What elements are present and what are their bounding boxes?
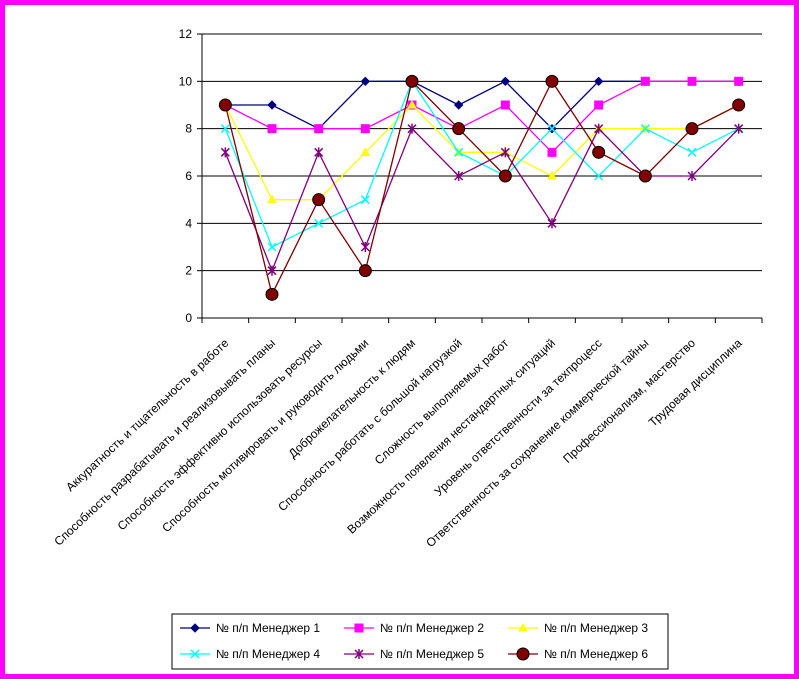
data-point	[360, 124, 370, 134]
data-point	[640, 124, 650, 134]
data-point	[687, 147, 697, 157]
legend-item: № п/п Менеджер 6	[508, 647, 648, 661]
category-label: Уровень ответственности за техпроцесс	[432, 336, 605, 499]
data-point	[516, 647, 530, 661]
data-point	[190, 649, 200, 659]
legend-label: № п/п Менеджер 1	[216, 621, 320, 635]
data-point	[314, 147, 324, 158]
data-point	[592, 145, 606, 159]
data-point	[734, 123, 744, 134]
legend-item: № п/п Менеджер 5	[344, 647, 484, 661]
legend-label: № п/п Менеджер 4	[216, 647, 320, 661]
legend-item: № п/п Менеджер 1	[180, 621, 320, 635]
legend-label: № п/п Менеджер 6	[544, 647, 648, 661]
data-point	[312, 193, 326, 207]
data-point	[640, 76, 650, 86]
data-point	[407, 99, 417, 109]
data-point	[687, 76, 697, 86]
series	[218, 74, 746, 301]
data-point	[452, 122, 466, 136]
data-point	[545, 74, 559, 88]
data-point	[190, 623, 200, 633]
series-line	[224, 127, 740, 273]
data-point	[547, 124, 557, 134]
data-point	[314, 218, 324, 228]
data-point	[732, 98, 746, 112]
category-label: Аккуратность и тщательность в работе	[63, 336, 231, 494]
category-label: Способность разрабатывать и реализовыват…	[51, 336, 278, 549]
data-point	[547, 170, 557, 180]
data-point	[498, 169, 512, 183]
series-group	[218, 74, 746, 301]
data-point	[638, 169, 652, 183]
series-group	[220, 76, 744, 157]
y-tick-label: 6	[185, 169, 192, 183]
series-group	[220, 123, 744, 276]
data-point	[687, 171, 697, 181]
data-point	[267, 242, 277, 252]
legend-item: № п/п Менеджер 2	[344, 621, 484, 635]
grid	[202, 33, 762, 272]
data-point	[360, 195, 370, 205]
data-point	[218, 98, 232, 112]
data-point	[407, 123, 417, 134]
y-tick-label: 0	[185, 311, 192, 325]
legend-label: № п/п Менеджер 3	[544, 621, 648, 635]
series-line	[225, 80, 739, 154]
category-labels: Аккуратность и тщательность в работеСпос…	[51, 336, 745, 550]
data-point	[360, 242, 370, 252]
data-point	[453, 100, 464, 110]
data-point	[360, 76, 371, 87]
data-point	[354, 623, 364, 633]
legend-label: № п/п Менеджер 5	[380, 647, 484, 661]
data-point	[454, 171, 464, 181]
y-tick-label: 2	[185, 264, 192, 278]
data-point	[500, 100, 510, 110]
data-point	[265, 287, 279, 301]
series-line	[224, 80, 739, 297]
data-point	[547, 218, 557, 229]
data-point	[594, 171, 604, 181]
data-point	[594, 123, 604, 134]
data-point	[518, 622, 528, 632]
data-point	[220, 124, 230, 134]
data-point	[454, 147, 464, 157]
data-point	[267, 124, 277, 134]
y-tick-label: 12	[179, 27, 193, 41]
data-point	[314, 124, 324, 134]
data-point	[593, 76, 604, 87]
data-point	[358, 264, 372, 278]
data-point	[360, 147, 371, 156]
data-point	[734, 76, 744, 86]
data-point	[594, 100, 604, 110]
legend-box	[171, 613, 669, 670]
data-point	[405, 74, 419, 88]
data-point	[267, 100, 277, 110]
data-point	[685, 122, 699, 136]
legend: № п/п Менеджер 1 № п/п Менеджер 2 № п/п Ме…	[171, 613, 669, 670]
legend-label: № п/п Менеджер 2	[380, 621, 484, 635]
legend-item: № п/п Менеджер 4	[180, 647, 320, 661]
legend-item: № п/п Менеджер 3	[508, 621, 648, 635]
y-tick-label: 4	[185, 216, 192, 230]
data-point	[267, 194, 277, 204]
series-line	[225, 80, 739, 130]
data-point	[220, 147, 230, 158]
data-point	[267, 265, 277, 276]
category-label: Ответственность за сохранение коммерческ…	[423, 336, 651, 550]
data-point	[547, 147, 557, 157]
category-label: Трудовая дисциплина	[646, 336, 745, 430]
series-group	[220, 76, 744, 134]
axes: 0 2 4 6 8 10 12	[179, 27, 763, 325]
data-point	[500, 147, 510, 158]
y-tick-label: 8	[185, 122, 192, 136]
data-point	[354, 649, 364, 659]
y-tick-label: 10	[179, 74, 193, 88]
data-point	[500, 76, 511, 87]
